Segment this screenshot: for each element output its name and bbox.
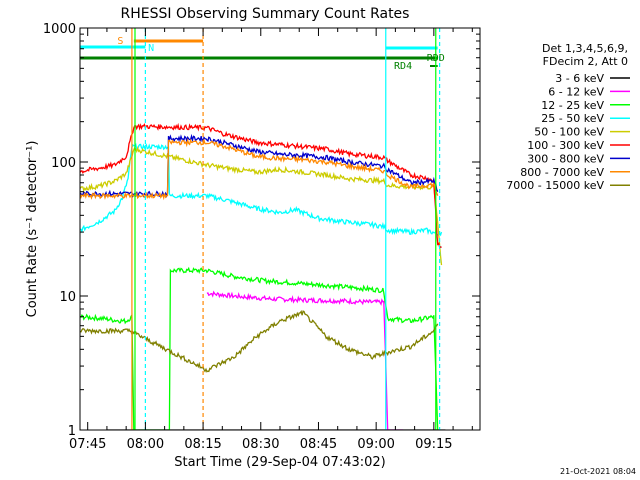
series-line-3 (80, 142, 443, 237)
legend-label-1: 6 - 12 keV (548, 85, 604, 98)
x-tick-label: 09:15 (415, 437, 452, 452)
series-line-8 (80, 309, 439, 373)
flag-label-0: S (117, 36, 123, 47)
y-tick-label: 10 (59, 290, 76, 305)
legend-label-3: 25 - 50 keV (541, 112, 604, 125)
x-tick-label: 09:00 (357, 437, 394, 452)
legend-label-6: 300 - 800 keV (527, 152, 604, 165)
y-axis-label: Count Rate (s⁻¹ detector⁻¹) (25, 141, 40, 318)
series-line-1 (206, 290, 404, 430)
series-line-4 (80, 145, 443, 266)
legend-label-4: 50 - 100 keV (534, 126, 604, 139)
x-tick-label: 08:00 (127, 437, 164, 452)
y-tick-label: 1 (68, 424, 76, 439)
annotations: S N RD4 RDD (117, 36, 444, 72)
legend-label-8: 7000 - 15000 keV (506, 179, 604, 192)
legend-header-0: Det 1,3,4,5,6,9, (542, 42, 628, 55)
series-line-6 (80, 133, 439, 198)
x-axis-label: Start Time (29-Sep-04 07:43:02) (174, 455, 385, 470)
legend: Det 1,3,4,5,6,9,FDecim 2, Att 0 3 - 6 keV… (506, 42, 630, 192)
x-axis: 07:45 08:00 08:15 08:30 08:45 09:00 09:15 (69, 28, 473, 452)
legend-label-2: 12 - 25 keV (541, 99, 604, 112)
x-tick-label: 08:45 (300, 437, 337, 452)
y-axis: 1 10 100 1000 (43, 22, 480, 439)
legend-label-5: 100 - 300 keV (527, 139, 604, 152)
legend-label-0: 3 - 6 keV (555, 72, 604, 85)
x-tick-label: 07:45 (69, 437, 106, 452)
flag-label-1: N (148, 43, 154, 54)
plot-timestamp: 21-Oct-2021 08:04 (560, 467, 636, 476)
chart-title: RHESSI Observing Summary Count Rates (121, 6, 410, 22)
series-line-7 (80, 137, 439, 201)
legend-label-7: 800 - 7000 keV (520, 166, 604, 179)
y-tick-label: 100 (51, 156, 76, 171)
flag-label-2: RD4 (394, 61, 412, 72)
x-tick-label: 08:30 (242, 437, 279, 452)
legend-header-1: FDecim 2, Att 0 (543, 55, 628, 68)
event-lines (131, 28, 441, 430)
flag-label-3: RDD (427, 53, 445, 64)
series-line-2 (80, 266, 439, 430)
y-tick-label: 1000 (43, 22, 76, 37)
series-layer (80, 122, 446, 430)
series-line-5 (80, 122, 442, 249)
x-tick-label: 08:15 (184, 437, 221, 452)
